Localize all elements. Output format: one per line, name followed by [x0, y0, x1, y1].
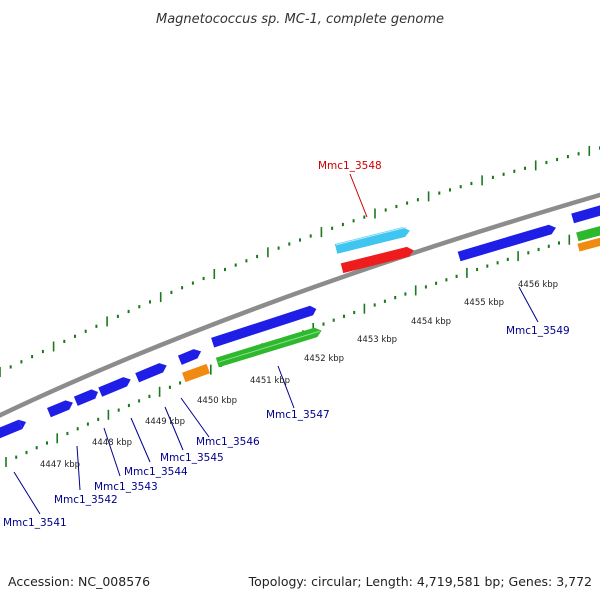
genome-summary-text: Topology: circular; Length: 4,719,581 bp… [248, 574, 592, 589]
scale-tick-label: 4454 kbp [411, 317, 451, 327]
map-title: Magnetococcus sp. MC-1, complete genome [156, 12, 444, 27]
gene-arrow[interactable] [135, 361, 168, 383]
genome-backbone [0, 192, 600, 418]
callout-line [349, 173, 368, 218]
callout-line [277, 365, 295, 409]
scale-tick-label: 4456 kbp [518, 280, 558, 290]
scale-tick-label: 4448 kbp [92, 438, 132, 448]
gene-label[interactable]: Mmc1_3549 [506, 325, 570, 337]
scale-tick-label: 4451 kbp [250, 376, 290, 386]
scale-tick-label: 4450 kbp [197, 396, 237, 406]
gene-arrow[interactable] [571, 202, 600, 224]
scale-tick-label: 4449 kbp [145, 417, 185, 427]
scale-tick-label: 4452 kbp [304, 354, 344, 364]
gene-arrow[interactable] [73, 387, 100, 406]
outer-tick-track [0, 145, 600, 377]
gene-arrow[interactable] [0, 417, 28, 443]
backbone-line [0, 192, 600, 418]
gene-arrow[interactable] [215, 326, 323, 368]
gene-label[interactable]: Mmc1_3544 [124, 466, 188, 478]
callout-line [180, 397, 210, 438]
callout-line [76, 445, 81, 491]
accession-text: Accession: NC_008576 [8, 574, 150, 589]
gene-label[interactable]: Mmc1_3541 [3, 517, 67, 529]
callout-line [130, 417, 151, 463]
gene-arrow-highlighted[interactable] [334, 226, 411, 254]
scale-tick-label: 4455 kbp [464, 298, 504, 308]
gene-arrow[interactable] [182, 363, 210, 383]
gene-features [0, 202, 600, 443]
gene-arrow[interactable] [47, 398, 75, 418]
gene-label[interactable]: Mmc1_3548 [318, 160, 382, 172]
gene-arrow[interactable] [211, 304, 318, 348]
scale-labels: 4447 kbp 4448 kbp 4449 kbp 4450 kbp 4451 kbp… [40, 280, 558, 470]
gene-arrow[interactable] [98, 375, 132, 397]
callout-line [103, 427, 121, 477]
gene-arrow[interactable] [177, 347, 203, 365]
gene-label[interactable]: Mmc1_3546 [196, 436, 260, 448]
inner-tick-track [5, 228, 600, 467]
scale-tick-label: 4453 kbp [357, 335, 397, 345]
gene-arrow[interactable] [457, 223, 558, 262]
callout-line [164, 406, 184, 451]
callout-line [13, 471, 41, 515]
gene-arrow[interactable] [340, 245, 415, 274]
gene-label[interactable]: Mmc1_3542 [54, 494, 118, 506]
gene-label[interactable]: Mmc1_3545 [160, 452, 224, 464]
gene-arrow[interactable] [577, 235, 600, 252]
callout-line [518, 286, 539, 323]
gene-label[interactable]: Mmc1_3547 [266, 409, 330, 421]
gene-label[interactable]: Mmc1_3543 [94, 481, 158, 493]
scale-tick-label: 4447 kbp [40, 460, 80, 470]
